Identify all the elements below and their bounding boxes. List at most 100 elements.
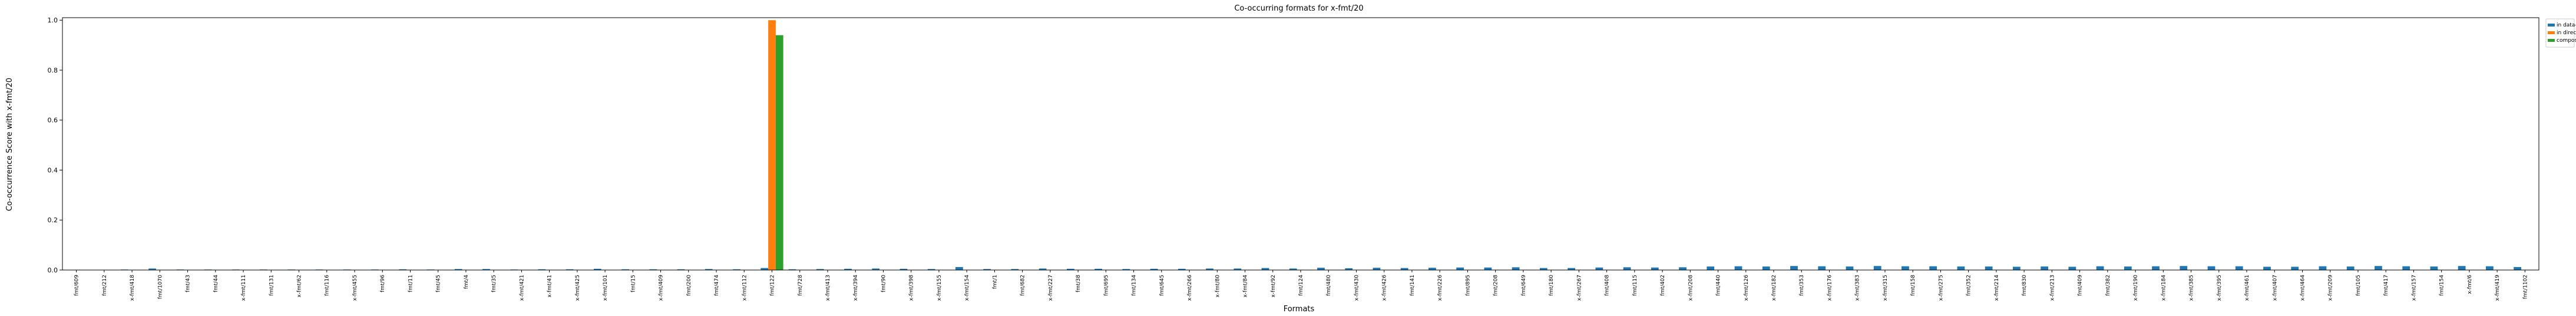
- bar: [538, 269, 546, 270]
- x-tick-label: x-fmt/425: [575, 275, 581, 301]
- bar: [1261, 268, 1269, 270]
- bar: [2152, 266, 2160, 270]
- x-tick-label: fmt/352: [1966, 275, 1972, 296]
- plot-frame: [62, 17, 2539, 271]
- x-tick-label: fmt/474: [714, 275, 720, 296]
- bar: [2235, 266, 2243, 270]
- bar: [1345, 268, 1353, 270]
- legend-swatch: [2548, 39, 2555, 42]
- y-tick-label: 0.2: [48, 216, 58, 224]
- x-tick-label: fmt/105: [2356, 275, 2362, 296]
- bar: [1150, 268, 1158, 270]
- x-tick-label: fmt/180: [1549, 275, 1555, 296]
- bar: [788, 269, 796, 270]
- x-tick-label: x-fmt/154: [964, 275, 970, 301]
- x-tick-label: fmt/134: [1132, 275, 1137, 296]
- x-tick-label: fmt/116: [325, 275, 330, 296]
- x-tick-label: fmt/35: [491, 275, 497, 292]
- x-tick-label: x-fmt/461: [2244, 275, 2250, 301]
- x-tick-label: fmt/480: [1326, 275, 1332, 296]
- x-tick-label: fmt/409: [2078, 275, 2084, 296]
- x-tick-label: x-fmt/385: [2189, 275, 2195, 301]
- x-tick-label: fmt/728: [798, 275, 803, 296]
- x-tick-label: fmt/208: [1493, 275, 1499, 296]
- bar: [1595, 267, 1603, 270]
- x-tick-label: fmt/1070: [157, 275, 163, 299]
- bar: [1902, 266, 1909, 270]
- bar: [1039, 268, 1047, 270]
- x-tick-label: fmt/353: [1799, 275, 1805, 296]
- bar: [1456, 267, 1464, 270]
- x-tick-label: x-fmt/111: [241, 275, 247, 301]
- x-tick-label: x-fmt/227: [1048, 275, 1054, 301]
- x-tick-label: x-fmt/6: [2467, 275, 2473, 294]
- x-tick-label: fmt/4: [464, 275, 469, 289]
- bar: [1066, 268, 1074, 270]
- bar: [482, 269, 490, 270]
- bar: [399, 269, 407, 270]
- x-tick-label: x-fmt/214: [1994, 275, 2000, 301]
- x-tick-label: fmt/417: [2383, 275, 2389, 296]
- bar: [1094, 268, 1102, 270]
- x-tick-label: x-fmt/226: [1437, 275, 1443, 301]
- bar: [677, 269, 685, 270]
- bar: [844, 268, 852, 270]
- bar: [454, 269, 462, 270]
- x-tick-label: x-fmt/267: [1576, 275, 1582, 301]
- x-tick-label: x-fmt/80: [1215, 275, 1221, 298]
- bar: [1539, 268, 1547, 270]
- bar: [148, 268, 156, 270]
- x-tick-label: fmt/115: [1632, 275, 1638, 296]
- x-tick-label: fmt/44: [213, 275, 219, 292]
- bar: [1707, 266, 1715, 270]
- x-tick-label: x-fmt/413: [825, 275, 831, 301]
- bar: [2458, 266, 2466, 270]
- x-tick-label: x-fmt/184: [2161, 275, 2167, 301]
- x-tick-label: x-fmt/62: [297, 275, 303, 298]
- bar: [1122, 269, 1130, 270]
- bar: [2346, 266, 2355, 270]
- bar: [1206, 268, 1213, 270]
- x-tick-label: fmt/124: [1298, 275, 1304, 296]
- x-tick-label: x-fmt/275: [1938, 275, 1944, 301]
- bar: [733, 269, 740, 270]
- x-tick-label: fmt/1102: [2522, 275, 2528, 299]
- x-tick-label: fmt/158: [1910, 275, 1916, 296]
- x-tick-label: x-fmt/208: [1688, 275, 1694, 301]
- bar: [1762, 266, 1770, 270]
- x-tick-label: fmt/609: [74, 275, 80, 296]
- bar: [2291, 266, 2299, 270]
- x-tick-label: x-fmt/426: [1382, 275, 1388, 301]
- bar: [2486, 266, 2494, 270]
- x-tick-label: x-fmt/266: [1187, 275, 1193, 301]
- x-tick-label: x-fmt/418: [130, 275, 135, 301]
- x-tick-label: fmt/830: [2022, 275, 2028, 296]
- bar: [1734, 266, 1742, 270]
- bar: [1484, 267, 1492, 270]
- x-tick-label: x-fmt/182: [1771, 275, 1777, 301]
- bar: [1651, 267, 1659, 270]
- y-tick-label: 0.0: [48, 266, 58, 274]
- bar: [1846, 266, 1854, 270]
- x-tick-label: x-fmt/92: [1271, 275, 1277, 298]
- bar: [1679, 267, 1687, 270]
- y-axis-label: Co-occurrence Score with x-fmt/20: [5, 78, 14, 211]
- x-tick-label: fmt/154: [2439, 275, 2445, 296]
- bar: [1178, 268, 1186, 270]
- y-tick-label: 0.6: [48, 117, 58, 124]
- bar: [1512, 267, 1520, 270]
- bar: [955, 266, 963, 270]
- legend-label: composed: [2557, 38, 2576, 44]
- legend-label: in data-objects: [2557, 22, 2576, 28]
- x-tick-label: fmt/122: [770, 275, 776, 296]
- bar: [1873, 266, 1881, 270]
- bar: [872, 268, 880, 270]
- bar: [593, 268, 601, 270]
- x-tick-label: fmt/440: [1716, 275, 1722, 296]
- bar: [2207, 266, 2215, 270]
- x-tick-label: x-fmt/126: [1744, 275, 1750, 301]
- bar: [2013, 266, 2021, 270]
- x-tick-label: x-fmt/190: [2133, 275, 2139, 301]
- x-tick-label: x-fmt/395: [2217, 275, 2223, 301]
- x-tick-label: x-fmt/394: [853, 275, 859, 301]
